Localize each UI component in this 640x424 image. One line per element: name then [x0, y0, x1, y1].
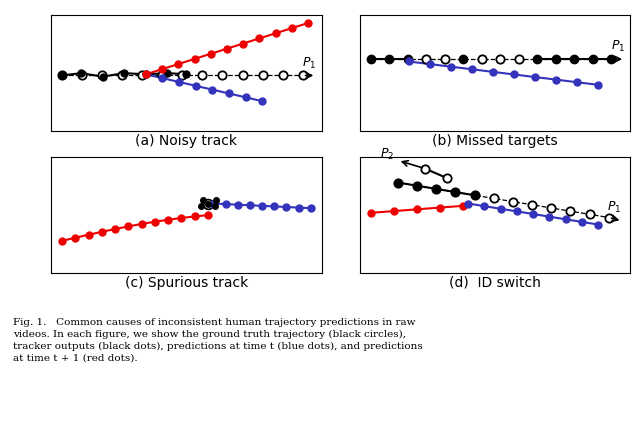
Text: (d)  ID switch: (d) ID switch	[449, 276, 541, 290]
Text: $P_2$: $P_2$	[380, 146, 394, 162]
Text: (b) Missed targets: (b) Missed targets	[433, 134, 558, 148]
Text: $P_1$: $P_1$	[302, 56, 317, 71]
Text: $P_1$: $P_1$	[607, 200, 621, 215]
Text: Fig. 1.   Common causes of inconsistent human trajectory predictions in raw
vide: Fig. 1. Common causes of inconsistent hu…	[13, 318, 422, 363]
Text: (a) Noisy track: (a) Noisy track	[136, 134, 237, 148]
Text: $P_1$: $P_1$	[611, 39, 625, 55]
Text: (c) Spurious track: (c) Spurious track	[125, 276, 248, 290]
